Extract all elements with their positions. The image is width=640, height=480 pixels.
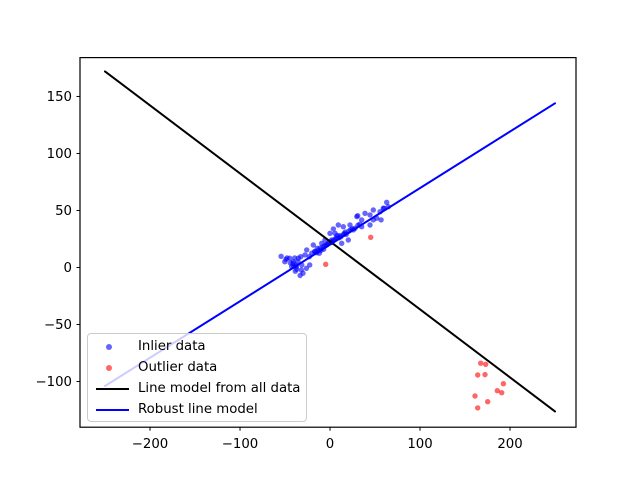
outlier-point	[368, 234, 374, 240]
inlier-point	[278, 253, 284, 259]
legend-label: Inlier data	[138, 339, 206, 354]
x-axis-tick-label: −100	[222, 437, 259, 452]
legend-marker-shape	[96, 387, 129, 390]
inlier-point	[294, 266, 300, 272]
inlier-point	[340, 224, 346, 230]
legend-item: Inlier data	[96, 336, 306, 357]
legend-item: Robust line model	[96, 399, 306, 420]
inlier-point	[307, 262, 313, 268]
outlier-point	[478, 360, 484, 366]
legend-item: Line model from all data	[96, 378, 306, 399]
inlier-point	[303, 265, 310, 271]
y-axis-tick-label: 50	[55, 204, 72, 219]
y-axis-tick-label: 0	[64, 261, 72, 276]
inlier-point	[359, 217, 365, 223]
legend-label: Robust line model	[138, 402, 258, 417]
inlier-point	[367, 222, 373, 228]
inlier-point	[298, 254, 304, 260]
x-axis-tick-label: −200	[132, 437, 169, 452]
outlier-point	[494, 388, 500, 394]
inlier-point	[302, 252, 308, 258]
inlier-point	[310, 242, 316, 248]
inlier-point	[339, 240, 345, 246]
inlier-point	[327, 230, 333, 236]
outlier-point	[482, 371, 488, 378]
inlier-point	[330, 226, 337, 232]
outlier-point	[472, 393, 478, 399]
inlier-point	[355, 213, 361, 219]
legend-marker-shape	[106, 364, 112, 371]
inlier-point	[287, 255, 293, 261]
legend-dot-marker-icon	[96, 361, 129, 375]
outlier-point	[483, 361, 489, 367]
legend-line-marker-icon	[96, 403, 129, 417]
legend-line-marker-icon	[96, 382, 129, 396]
y-axis-tick-label: 100	[47, 147, 72, 162]
inlier-point	[345, 237, 351, 243]
line-model-from-all-data	[104, 70, 556, 413]
legend-item: Outlier data	[96, 357, 306, 378]
inlier-point	[378, 217, 384, 223]
axes-frame	[79, 56, 577, 428]
legend: Inlier data Outlier data Line model from a…	[87, 333, 307, 422]
y-axis-tick-label: −100	[35, 375, 72, 390]
inlier-point	[367, 212, 373, 218]
y-axis-tick-label: −50	[44, 318, 72, 333]
outlier-point	[485, 399, 491, 405]
x-axis-tick-label: 100	[407, 437, 432, 452]
x-axis-tick-label: 0	[326, 437, 334, 452]
legend-label: Outlier data	[138, 360, 218, 375]
inlier-point	[370, 207, 376, 213]
outlier-point	[500, 381, 507, 387]
x-axis-tick-label: 200	[497, 437, 522, 452]
legend-marker-shape	[106, 343, 112, 350]
legend-marker-shape	[96, 408, 129, 411]
outlier-point	[475, 405, 481, 411]
legend-dot-marker-icon	[96, 340, 129, 354]
inlier-point	[304, 247, 310, 253]
legend-label: Line model from all data	[138, 381, 301, 396]
outlier-point	[323, 261, 329, 267]
inlier-point	[335, 222, 341, 228]
outlier-points	[323, 234, 507, 411]
y-axis-tick-label: 150	[47, 90, 72, 105]
inlier-point	[384, 199, 390, 205]
inlier-point	[362, 210, 368, 216]
outlier-point	[499, 390, 505, 396]
outlier-point	[475, 372, 481, 378]
inlier-point	[300, 270, 306, 276]
